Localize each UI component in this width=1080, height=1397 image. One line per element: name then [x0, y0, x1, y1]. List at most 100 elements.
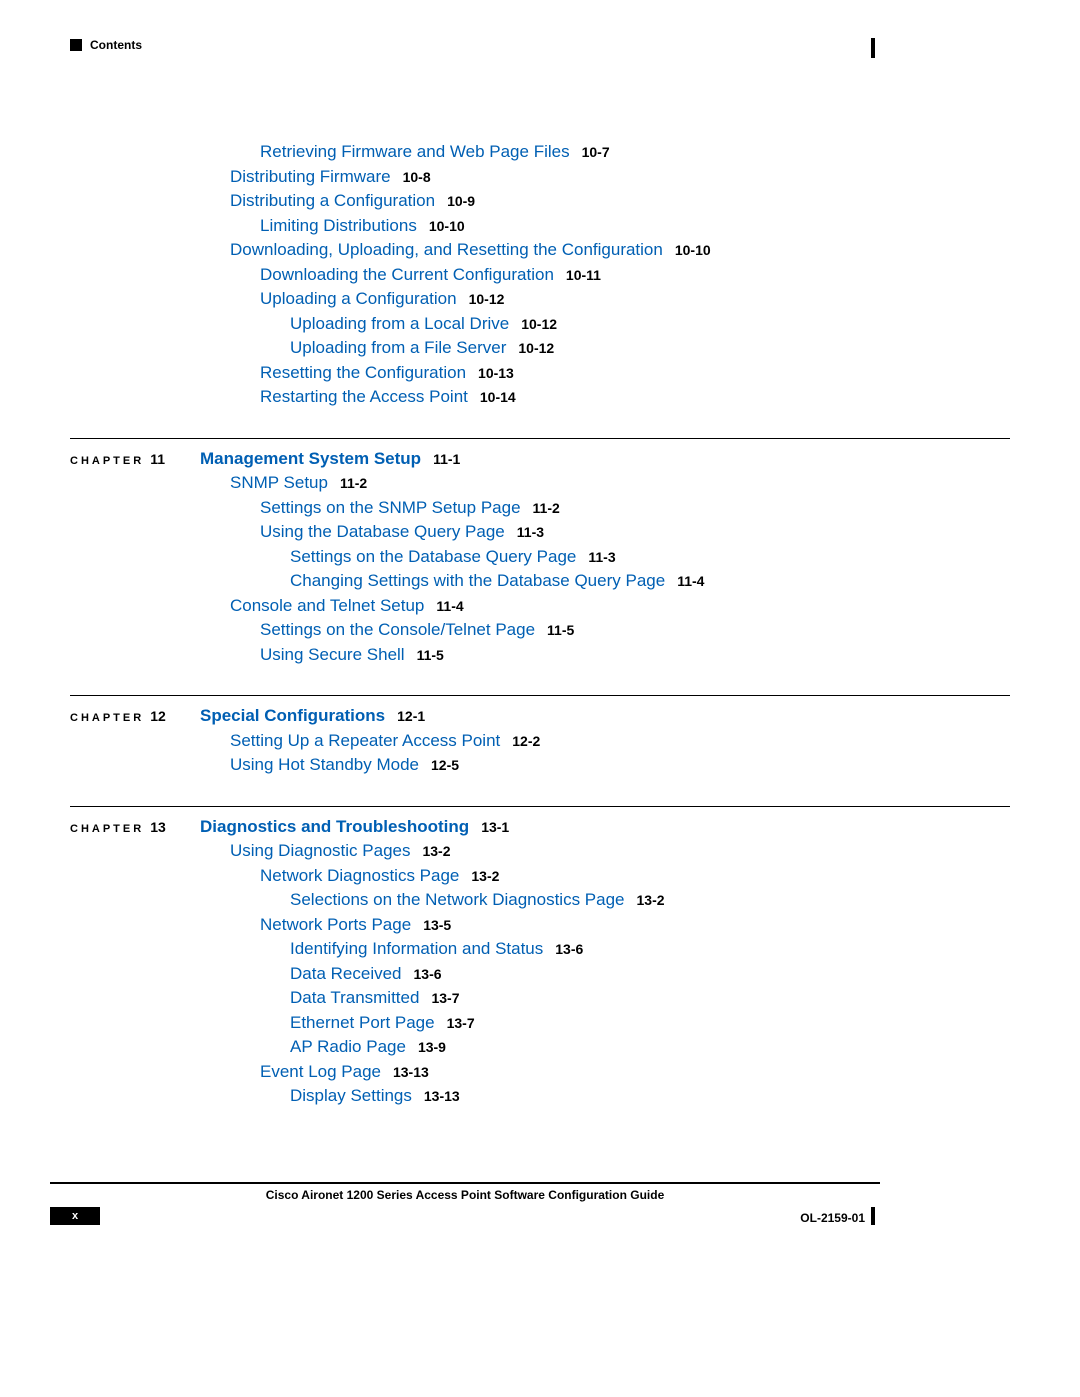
toc-entry: Setting Up a Repeater Access Point 12-2 — [70, 729, 1010, 754]
toc-link[interactable]: Using the Database Query Page — [260, 522, 505, 541]
toc-link[interactable]: Restarting the Access Point — [260, 387, 468, 406]
toc-link[interactable]: Using Hot Standby Mode — [230, 755, 419, 774]
toc-page-ref: 13-13 — [424, 1088, 460, 1104]
toc-link[interactable]: Identifying Information and Status — [290, 939, 543, 958]
toc-link[interactable]: Settings on the Console/Telnet Page — [260, 620, 535, 639]
toc-entry: Using Secure Shell 11-5 — [70, 643, 1010, 668]
toc-page-ref: 10-10 — [429, 218, 465, 234]
toc-link[interactable]: Selections on the Network Diagnostics Pa… — [290, 890, 625, 909]
chapter-heading-row: CHAPTER 12Special Configurations12-1 — [70, 704, 1010, 729]
toc-entry: Using Diagnostic Pages13-2 — [70, 839, 1010, 864]
toc-entry: AP Radio Page 13-9 — [70, 1035, 1010, 1060]
toc-page-ref: 11-4 — [677, 573, 704, 589]
toc-entry: Using Hot Standby Mode 12-5 — [70, 753, 1010, 778]
toc-page-ref: 13-13 — [393, 1064, 429, 1080]
toc-link[interactable]: Uploading a Configuration — [260, 289, 457, 308]
chapter-title[interactable]: Diagnostics and Troubleshooting — [200, 817, 469, 836]
toc-page-ref: 11-2 — [340, 475, 367, 491]
footer-page-number: x — [50, 1207, 100, 1225]
toc-page-ref: 13-2 — [637, 892, 665, 908]
chapter-title-page: 13-1 — [481, 819, 509, 835]
toc-page-ref: 10-7 — [582, 144, 610, 160]
toc-page-ref: 10-13 — [478, 365, 514, 381]
toc-page-ref: 12-5 — [431, 757, 459, 773]
toc-link[interactable]: Uploading from a Local Drive — [290, 314, 509, 333]
toc-link[interactable]: Uploading from a File Server — [290, 338, 506, 357]
toc-page-ref: 10-12 — [469, 291, 505, 307]
toc-page-ref: 13-6 — [555, 941, 583, 957]
toc-page-ref: 10-12 — [518, 340, 554, 356]
crop-mark-top-right — [871, 38, 875, 58]
toc-entry: Data Received 13-6 — [70, 962, 1010, 987]
toc-link[interactable]: Setting Up a Repeater Access Point — [230, 731, 500, 750]
toc-entry: Uploading from a File Server 10-12 — [70, 336, 1010, 361]
toc-entry: Selections on the Network Diagnostics Pa… — [70, 888, 1010, 913]
chapter-title-page: 12-1 — [397, 708, 425, 724]
toc-link[interactable]: Using Diagnostic Pages — [230, 841, 410, 860]
toc-link[interactable]: Settings on the SNMP Setup Page — [260, 498, 521, 517]
toc-entry: Event Log Page 13-13 — [70, 1060, 1010, 1085]
chapter-title[interactable]: Special Configurations — [200, 706, 385, 725]
toc-page-ref: 10-14 — [480, 389, 516, 405]
toc-page-ref: 13-7 — [447, 1015, 475, 1031]
toc-page-ref: 13-6 — [414, 966, 442, 982]
toc-link[interactable]: Downloading the Current Configuration — [260, 265, 554, 284]
toc-link[interactable]: Retrieving Firmware and Web Page Files — [260, 142, 570, 161]
toc-page-ref: 10-8 — [403, 169, 431, 185]
toc-link[interactable]: Data Transmitted — [290, 988, 419, 1007]
toc-entry: Display Settings 13-13 — [70, 1084, 1010, 1109]
toc-link[interactable]: Ethernet Port Page — [290, 1013, 435, 1032]
toc-link[interactable]: Changing Settings with the Database Quer… — [290, 571, 665, 590]
toc-entry: Restarting the Access Point 10-14 — [70, 385, 1010, 410]
toc-link[interactable]: Limiting Distributions — [260, 216, 417, 235]
footer: Cisco Aironet 1200 Series Access Point S… — [50, 1182, 880, 1202]
toc-entry: Using the Database Query Page 11-3 — [70, 520, 1010, 545]
toc-link[interactable]: Network Diagnostics Page — [260, 866, 459, 885]
toc-link[interactable]: Using Secure Shell — [260, 645, 405, 664]
toc-entry: Network Ports Page 13-5 — [70, 913, 1010, 938]
toc-link[interactable]: SNMP Setup — [230, 473, 328, 492]
header-bar: Contents — [70, 38, 1010, 52]
chapter-title[interactable]: Management System Setup — [200, 449, 421, 468]
toc-entry: Identifying Information and Status 13-6 — [70, 937, 1010, 962]
toc-link[interactable]: Display Settings — [290, 1086, 412, 1105]
toc-page-ref: 13-2 — [471, 868, 499, 884]
toc-link[interactable]: Event Log Page — [260, 1062, 381, 1081]
toc-link[interactable]: AP Radio Page — [290, 1037, 406, 1056]
chapter-heading-row: CHAPTER 13Diagnostics and Troubleshootin… — [70, 815, 1010, 840]
toc-entry: Limiting Distributions 10-10 — [70, 214, 1010, 239]
chapter-rule — [70, 438, 1010, 439]
toc-link[interactable]: Distributing Firmware — [230, 167, 391, 186]
toc-page-ref: 11-2 — [533, 500, 560, 516]
toc-entry: Changing Settings with the Database Quer… — [70, 569, 1010, 594]
toc-page-ref: 10-12 — [521, 316, 557, 332]
toc-link[interactable]: Network Ports Page — [260, 915, 411, 934]
header-label: Contents — [90, 38, 142, 52]
toc-link[interactable]: Data Received — [290, 964, 402, 983]
chapter-title-line: Diagnostics and Troubleshooting 13-1 — [200, 815, 509, 840]
chapter-title-line: Management System Setup 11-1 — [200, 447, 460, 472]
toc-entry: Settings on the Database Query Page 11-3 — [70, 545, 1010, 570]
chapter-title-line: Special Configurations 12-1 — [200, 704, 425, 729]
toc-page-ref: 12-2 — [512, 733, 540, 749]
toc-entry: Distributing a Configuration10-9 — [70, 189, 1010, 214]
toc-entry: Settings on the Console/Telnet Page11-5 — [70, 618, 1010, 643]
toc-link[interactable]: Downloading, Uploading, and Resetting th… — [230, 240, 663, 259]
toc-entry: Settings on the SNMP Setup Page 11-2 — [70, 496, 1010, 521]
toc-entry: Downloading, Uploading, and Resetting th… — [70, 238, 1010, 263]
toc-page-ref: 13-9 — [418, 1039, 446, 1055]
toc-link[interactable]: Settings on the Database Query Page — [290, 547, 576, 566]
chapter-heading-row: CHAPTER 11Management System Setup11-1 — [70, 447, 1010, 472]
toc-page-ref: 11-3 — [517, 524, 544, 540]
toc-page-ref: 10-10 — [675, 242, 711, 258]
toc-page-ref: 13-7 — [431, 990, 459, 1006]
chapter-title-page: 11-1 — [433, 451, 460, 467]
toc-page-ref: 11-5 — [417, 647, 444, 663]
toc-entry: Distributing Firmware 10-8 — [70, 165, 1010, 190]
toc-link[interactable]: Distributing a Configuration — [230, 191, 435, 210]
toc-page-ref: 13-5 — [423, 917, 451, 933]
toc-page-ref: 11-3 — [588, 549, 615, 565]
toc-link[interactable]: Resetting the Configuration — [260, 363, 466, 382]
toc-link[interactable]: Console and Telnet Setup — [230, 596, 424, 615]
footer-title: Cisco Aironet 1200 Series Access Point S… — [50, 1184, 880, 1202]
